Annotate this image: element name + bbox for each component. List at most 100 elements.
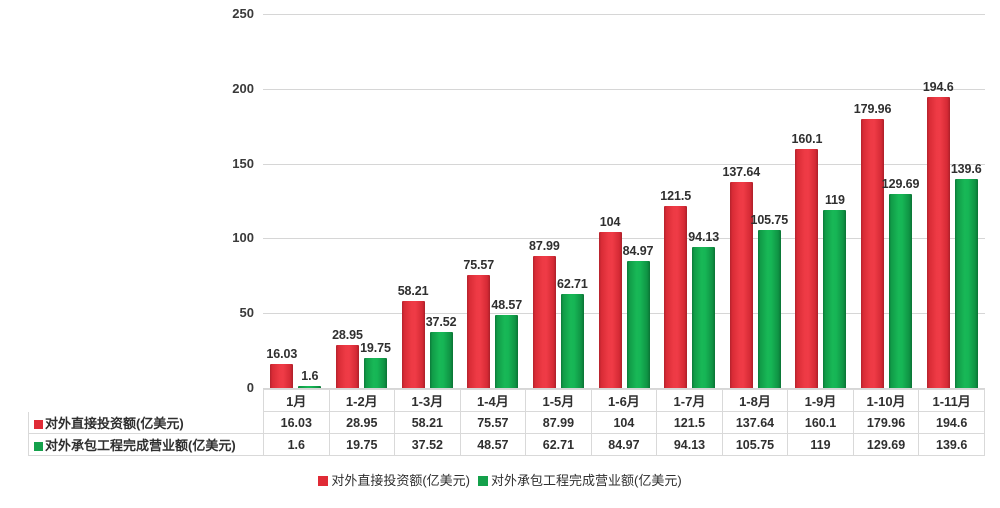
table-cell: 28.95 (328, 411, 396, 434)
table-cell: 62.71 (525, 433, 592, 456)
bar-slot: 87.99 (529, 0, 560, 388)
gridline (263, 313, 985, 315)
y-axis-tick-label: 100 (232, 230, 254, 246)
bar-value-label: 16.03 (266, 347, 298, 362)
bar[interactable]: 179.96 (854, 102, 891, 388)
bar-value-label: 121.5 (660, 189, 692, 204)
table-cell: 48.57 (459, 433, 527, 456)
bar-value-label: 139.6 (950, 162, 982, 177)
bar[interactable]: 129.69 (882, 177, 919, 388)
table-cell: 121.5 (656, 411, 723, 434)
table-cell: 160.1 (787, 411, 854, 434)
bar[interactable]: 137.64 (722, 165, 760, 388)
table-cell: 105.75 (721, 433, 789, 456)
table-cell: 129.69 (852, 433, 920, 456)
bar-value-label: 104 (599, 215, 621, 230)
table-column-header: 1-8月 (721, 389, 789, 412)
table-column-header: 1-6月 (590, 389, 658, 412)
series-swatch-icon (34, 420, 43, 429)
bar-value-label: 62.71 (556, 277, 588, 292)
bar[interactable]: 94.13 (688, 230, 719, 388)
bar-slot: 1.6 (298, 0, 322, 388)
table-cell: 104 (590, 411, 658, 434)
bar[interactable]: 84.97 (623, 244, 654, 388)
legend-item[interactable]: 对外直接投资额(亿美元) (318, 470, 470, 489)
table-column-header: 1-3月 (394, 389, 461, 412)
bar-value-label: 179.96 (853, 101, 892, 116)
legend-swatch-icon (318, 476, 329, 486)
bar[interactable]: 48.57 (491, 298, 522, 388)
y-axis-tick-label: 200 (232, 80, 254, 96)
bar-slot: 137.64 (722, 0, 760, 388)
table-cell: 194.6 (918, 411, 985, 434)
bar[interactable]: 58.21 (398, 284, 429, 388)
bar[interactable]: 37.52 (426, 315, 457, 388)
bar[interactable]: 28.95 (332, 328, 363, 388)
bar-slot: 104 (598, 0, 622, 388)
table-cell: 139.6 (918, 433, 985, 456)
bar-slot: 75.57 (463, 0, 494, 388)
table-column-header: 1-10月 (852, 389, 920, 412)
table-cell: 37.52 (394, 433, 461, 456)
table-corner-cell (28, 389, 264, 412)
bar[interactable]: 139.6 (951, 162, 982, 388)
bar-value-label: 84.97 (622, 243, 654, 258)
bar-slot: 194.6 (923, 0, 954, 388)
bar[interactable]: 16.03 (266, 347, 297, 388)
table-cell: 19.75 (328, 433, 396, 456)
table-cell: 16.03 (263, 411, 330, 434)
bar-value-label: 48.57 (491, 298, 523, 313)
bar[interactable]: 1.6 (298, 369, 322, 388)
bar-slot: 28.95 (332, 0, 363, 388)
bar-group: 194.6 139.6 (919, 0, 985, 388)
table-column-header: 1-5月 (525, 389, 592, 412)
plot-area: 250 200 150 100 50 0 16.03 1.6 28.95 19.75 58.21 3… (232, 0, 985, 395)
bar[interactable]: 19.75 (360, 341, 391, 388)
bar[interactable]: 75.57 (463, 258, 494, 388)
table-cell: 94.13 (656, 433, 723, 456)
bar-group: 179.96 129.69 (854, 0, 919, 388)
bar[interactable]: 121.5 (660, 189, 691, 388)
series-name-label: 对外承包工程完成营业额(亿美元) (45, 438, 236, 453)
legend-item[interactable]: 对外承包工程完成营业额(亿美元) (478, 470, 682, 489)
bar-value-label: 194.6 (922, 79, 954, 94)
legend-swatch-icon (478, 476, 488, 486)
bar-slot: 94.13 (688, 0, 719, 388)
table-cell: 1.6 (263, 433, 330, 456)
bar-slot: 16.03 (266, 0, 297, 388)
bar[interactable]: 194.6 (923, 80, 954, 388)
bar-value-label: 37.52 (425, 314, 457, 329)
bar-slot: 48.57 (491, 0, 522, 388)
bar-slot: 105.75 (750, 0, 788, 388)
bar-value-label: 75.57 (463, 257, 495, 272)
bar-group: 121.5 94.13 (657, 0, 723, 388)
bar-value-label: 87.99 (528, 239, 560, 254)
bar[interactable]: 160.1 (792, 132, 822, 388)
bar[interactable]: 119 (823, 193, 847, 388)
bar-value-label: 137.64 (722, 165, 761, 180)
table-cell: 84.97 (590, 433, 658, 456)
bar-slot: 139.6 (951, 0, 982, 388)
bar-slot: 121.5 (660, 0, 691, 388)
bar-slot: 62.71 (557, 0, 588, 388)
bar[interactable]: 62.71 (557, 277, 588, 388)
gridline (263, 88, 985, 90)
table-column-header: 1-2月 (328, 389, 396, 412)
table-row-header: 对外直接投资额(亿美元) (28, 411, 264, 434)
bar-slot: 160.1 (792, 0, 822, 388)
table-cell: 75.57 (459, 411, 527, 434)
bar-group: 87.99 62.71 (526, 0, 592, 388)
table-cell: 137.64 (721, 411, 789, 434)
bar-group: 75.57 48.57 (460, 0, 526, 388)
bar-value-label: 105.75 (750, 212, 789, 227)
y-axis-tick-label: 250 (232, 6, 254, 21)
table-cell: 119 (787, 433, 854, 456)
bar[interactable]: 104 (598, 215, 622, 388)
bar[interactable]: 105.75 (750, 213, 788, 388)
table-row-header: 对外承包工程完成营业额(亿美元) (28, 433, 264, 456)
bar-group: 104 84.97 (591, 0, 657, 388)
bar-slot: 84.97 (623, 0, 654, 388)
bar[interactable]: 87.99 (529, 239, 560, 388)
bar-value-label: 94.13 (688, 230, 720, 245)
legend-label: 对外承包工程完成营业额(亿美元) (491, 473, 682, 488)
